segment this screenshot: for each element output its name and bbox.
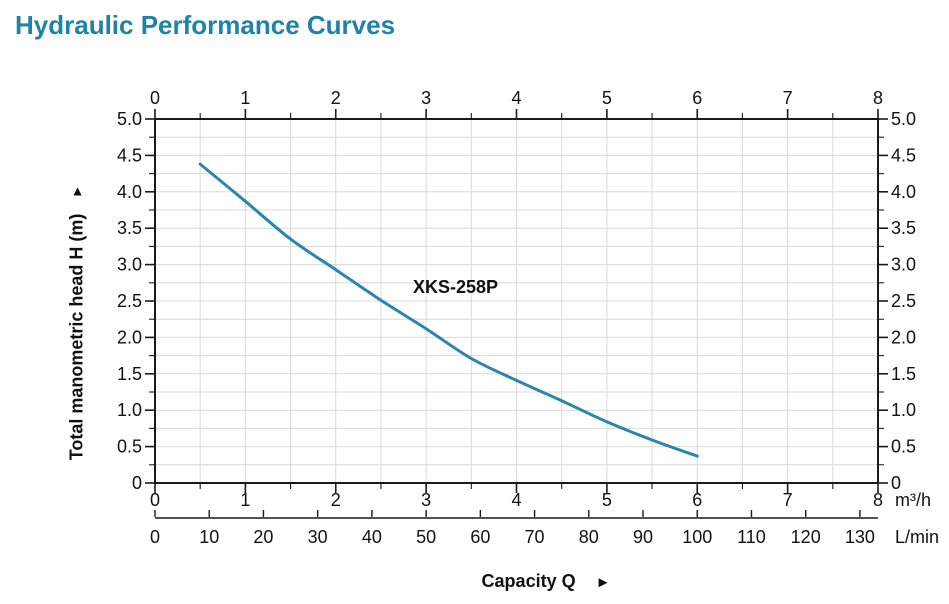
svg-text:0: 0 xyxy=(132,473,142,493)
svg-text:1.5: 1.5 xyxy=(891,364,916,384)
svg-text:1: 1 xyxy=(240,88,250,108)
plot-border xyxy=(154,118,879,484)
svg-text:1.5: 1.5 xyxy=(117,364,142,384)
svg-text:3.5: 3.5 xyxy=(117,218,142,238)
svg-text:2: 2 xyxy=(331,88,341,108)
svg-text:2.0: 2.0 xyxy=(117,327,142,347)
svg-text:2.0: 2.0 xyxy=(891,327,916,347)
svg-text:6: 6 xyxy=(692,88,702,108)
svg-text:110: 110 xyxy=(737,527,766,547)
x-axis-title: Capacity Q ► xyxy=(482,571,611,592)
svg-text:50: 50 xyxy=(416,527,436,547)
svg-text:100: 100 xyxy=(682,527,712,547)
svg-text:90: 90 xyxy=(633,527,653,547)
svg-text:3.0: 3.0 xyxy=(117,255,142,275)
svg-text:4: 4 xyxy=(511,88,521,108)
x-axis-labels: 0 0 1 1 2 2 3 3 4 4 5 5 6 6 7 7 8 8 m³/h xyxy=(150,88,931,510)
svg-text:1.0: 1.0 xyxy=(891,400,916,420)
svg-text:7: 7 xyxy=(783,490,793,510)
svg-text:4.0: 4.0 xyxy=(891,182,916,202)
svg-text:6: 6 xyxy=(692,490,702,510)
svg-text:4.5: 4.5 xyxy=(891,145,916,165)
y-axis-labels: 5.0 5.0 4.5 4.5 4.0 4.0 3.5 3.5 3.0 3.0 2.5 2.5 2.0 2… xyxy=(117,109,916,493)
svg-text:3: 3 xyxy=(421,88,431,108)
svg-text:4: 4 xyxy=(511,490,521,510)
svg-text:0.5: 0.5 xyxy=(891,437,916,457)
svg-text:4.5: 4.5 xyxy=(117,145,142,165)
grid xyxy=(155,119,878,483)
svg-text:4.0: 4.0 xyxy=(117,182,142,202)
svg-text:10: 10 xyxy=(199,527,219,547)
secondary-x-axis: 0 10 20 30 40 50 60 70 80 90 100 110 120 130 L/min xyxy=(150,510,939,547)
page-title: Hydraulic Performance Curves xyxy=(15,10,396,40)
svg-text:3: 3 xyxy=(421,490,431,510)
x-axis-title-text: Capacity Q xyxy=(481,571,576,591)
svg-text:60: 60 xyxy=(470,527,490,547)
right-arrow-icon: ► xyxy=(595,574,611,591)
y-axis-title-text: Total manometric head H (m) xyxy=(66,213,87,461)
svg-text:3.0: 3.0 xyxy=(891,255,916,275)
primary-unit-label: m³/h xyxy=(895,490,931,510)
svg-text:70: 70 xyxy=(525,527,545,547)
svg-text:20: 20 xyxy=(253,527,273,547)
secondary-unit-label: L/min xyxy=(895,527,939,547)
svg-text:8: 8 xyxy=(873,490,883,510)
svg-text:3.5: 3.5 xyxy=(891,218,916,238)
svg-text:2.5: 2.5 xyxy=(891,291,916,311)
svg-text:0: 0 xyxy=(150,88,160,108)
svg-text:0.5: 0.5 xyxy=(117,437,142,457)
y-axis-ticks xyxy=(145,118,888,484)
series-label: XKS-258P xyxy=(413,277,499,297)
curve-xks-258p xyxy=(198,162,699,458)
svg-text:5: 5 xyxy=(602,88,612,108)
svg-text:5: 5 xyxy=(602,490,612,510)
svg-text:120: 120 xyxy=(791,527,821,547)
svg-text:7: 7 xyxy=(783,88,793,108)
svg-text:40: 40 xyxy=(362,527,382,547)
svg-text:2.5: 2.5 xyxy=(117,291,142,311)
svg-text:5.0: 5.0 xyxy=(891,109,916,129)
svg-text:130: 130 xyxy=(845,527,875,547)
svg-text:1.0: 1.0 xyxy=(117,400,142,420)
svg-text:1: 1 xyxy=(240,490,250,510)
svg-text:8: 8 xyxy=(873,88,883,108)
y-axis-title: Total manometric head H (m) ▲ xyxy=(66,182,88,461)
svg-text:5.0: 5.0 xyxy=(117,109,142,129)
svg-text:2: 2 xyxy=(331,490,341,510)
x-axis-ticks xyxy=(154,109,879,493)
up-arrow-icon: ▲ xyxy=(70,182,85,199)
svg-text:0: 0 xyxy=(150,527,160,547)
svg-text:0: 0 xyxy=(150,490,160,510)
svg-text:0: 0 xyxy=(891,473,901,493)
svg-text:80: 80 xyxy=(579,527,599,547)
svg-text:30: 30 xyxy=(308,527,328,547)
